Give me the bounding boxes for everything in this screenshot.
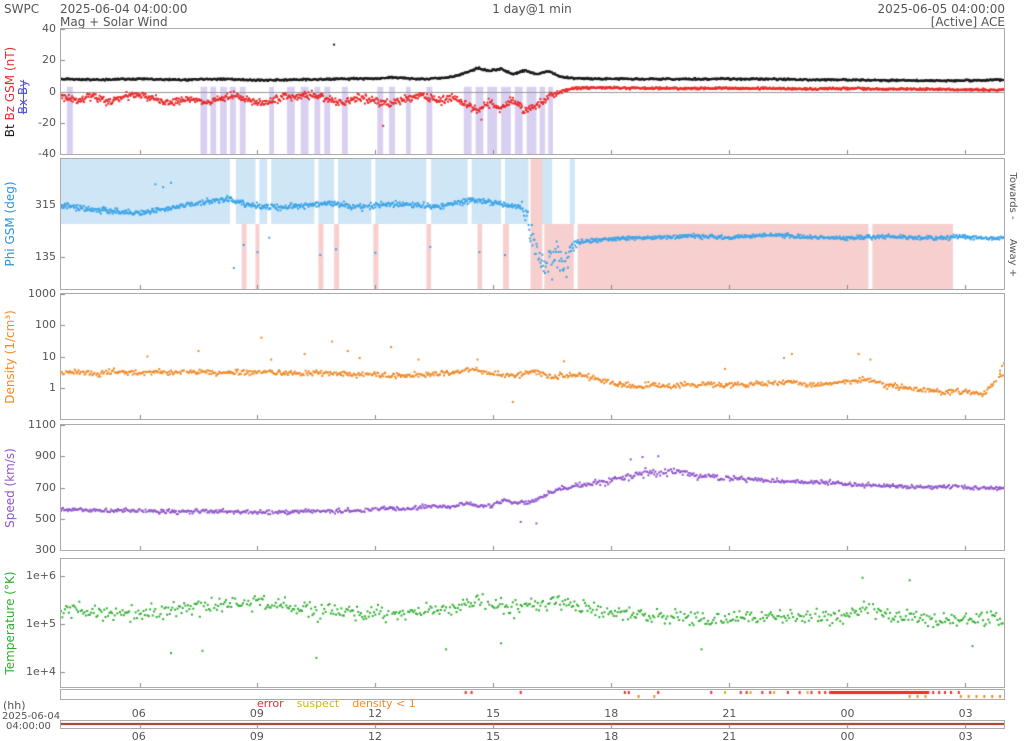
xtick-15: 15 bbox=[486, 730, 501, 741]
ytick-mag-20: 20 bbox=[42, 53, 56, 67]
data-flags-strip bbox=[60, 689, 1005, 700]
axis-start-time: 04:00:00 bbox=[6, 721, 51, 732]
xtick-03: 03 bbox=[958, 730, 973, 741]
xtick-18: 18 bbox=[604, 730, 619, 741]
axis-start-date: 2025-06-04 bbox=[2, 711, 61, 722]
ytick-phi-135: 135 bbox=[35, 249, 56, 263]
phi-ylabel: Phi GSM (deg) bbox=[2, 74, 18, 374]
xtick-00: 00 bbox=[840, 707, 855, 720]
ylabel-part: Density (1/cm³) bbox=[3, 309, 17, 404]
ytick-speed-500: 500 bbox=[35, 511, 56, 525]
ytick-density-1000: 1000 bbox=[28, 287, 56, 300]
density-canvas bbox=[61, 294, 1004, 419]
xtick-06: 06 bbox=[131, 707, 146, 720]
ylabel-part: Bt bbox=[3, 119, 17, 137]
xtick-00: 00 bbox=[840, 730, 855, 741]
flags-canvas bbox=[61, 690, 1004, 699]
ytick-mag-40: 40 bbox=[42, 22, 56, 35]
coverage-timeline-bar bbox=[60, 720, 1005, 729]
ytick-temperature-1e+5: 1e+5 bbox=[26, 617, 56, 630]
ylabel-part: Speed (km/s) bbox=[3, 447, 17, 528]
xtick-15: 15 bbox=[486, 707, 501, 720]
speed-panel bbox=[60, 424, 1005, 551]
ytick-density-10: 10 bbox=[42, 349, 56, 363]
xtick-09: 09 bbox=[249, 730, 264, 741]
mag-canvas bbox=[61, 29, 1004, 154]
mag-panel bbox=[60, 28, 1005, 155]
xtick-03: 03 bbox=[958, 707, 973, 720]
mag-ylabel: Bt Bz GSM (nT) bbox=[2, 0, 18, 242]
flag-legend: error suspect density < 1 bbox=[257, 697, 416, 710]
speed-canvas bbox=[61, 425, 1004, 550]
xtick-18: 18 bbox=[604, 707, 619, 720]
ytick-speed-1100: 1100 bbox=[28, 418, 56, 431]
ylabel-part: Bx By bbox=[16, 79, 30, 115]
legend-suspect: suspect bbox=[296, 697, 340, 710]
temperature-canvas bbox=[61, 559, 1004, 687]
speed-ylabel: Speed (km/s) bbox=[2, 338, 18, 638]
temperature-panel bbox=[60, 558, 1005, 688]
cadence-label: 1 day@1 min bbox=[492, 2, 572, 16]
brand: SWPC bbox=[4, 2, 40, 16]
ytick-phi-315: 315 bbox=[35, 197, 56, 211]
source-status: [Active] ACE bbox=[930, 15, 1005, 29]
phi-panel bbox=[60, 158, 1005, 290]
ylabel-part: Phi GSM (deg) bbox=[3, 181, 17, 267]
legend-density-lt1: density < 1 bbox=[352, 697, 416, 710]
density-ylabel: Density (1/cm³) bbox=[2, 207, 18, 507]
phi-sector-label-away: Away + bbox=[1007, 238, 1018, 278]
ytick-temperature-1e+6: 1e+6 bbox=[26, 568, 56, 582]
ytick-mag--20: -20 bbox=[38, 115, 56, 129]
xtick-21: 21 bbox=[722, 707, 737, 720]
density-panel bbox=[60, 293, 1005, 420]
ylabel-part: Bz GSM (nT) bbox=[3, 46, 17, 120]
plot-subtitle: Mag + Solar Wind bbox=[60, 15, 168, 29]
xtick-21: 21 bbox=[722, 730, 737, 741]
xtick-12: 12 bbox=[368, 730, 382, 741]
ytick-speed-300: 300 bbox=[35, 543, 56, 556]
ytick-mag--40: -40 bbox=[38, 147, 56, 160]
ytick-speed-700: 700 bbox=[35, 480, 56, 494]
ylabel-part: Temperature (°K) bbox=[3, 571, 17, 675]
xtick-06: 06 bbox=[131, 730, 146, 741]
hh-axis-label: (hh) bbox=[3, 699, 26, 712]
ytick-mag-0: 0 bbox=[49, 84, 56, 98]
start-datetime: 2025-06-04 04:00:00 bbox=[60, 2, 188, 16]
legend-error: error bbox=[257, 697, 284, 710]
ytick-density-100: 100 bbox=[35, 318, 56, 332]
ytick-density-1: 1 bbox=[49, 380, 56, 394]
ytick-speed-900: 900 bbox=[35, 449, 56, 463]
phi-canvas bbox=[61, 159, 1004, 289]
timeline-canvas bbox=[61, 721, 1004, 728]
mag-ylabel-2: Bx By bbox=[15, 37, 31, 157]
ytick-temperature-1e+4: 1e+4 bbox=[26, 665, 56, 679]
end-datetime: 2025-06-05 04:00:00 bbox=[877, 2, 1005, 16]
